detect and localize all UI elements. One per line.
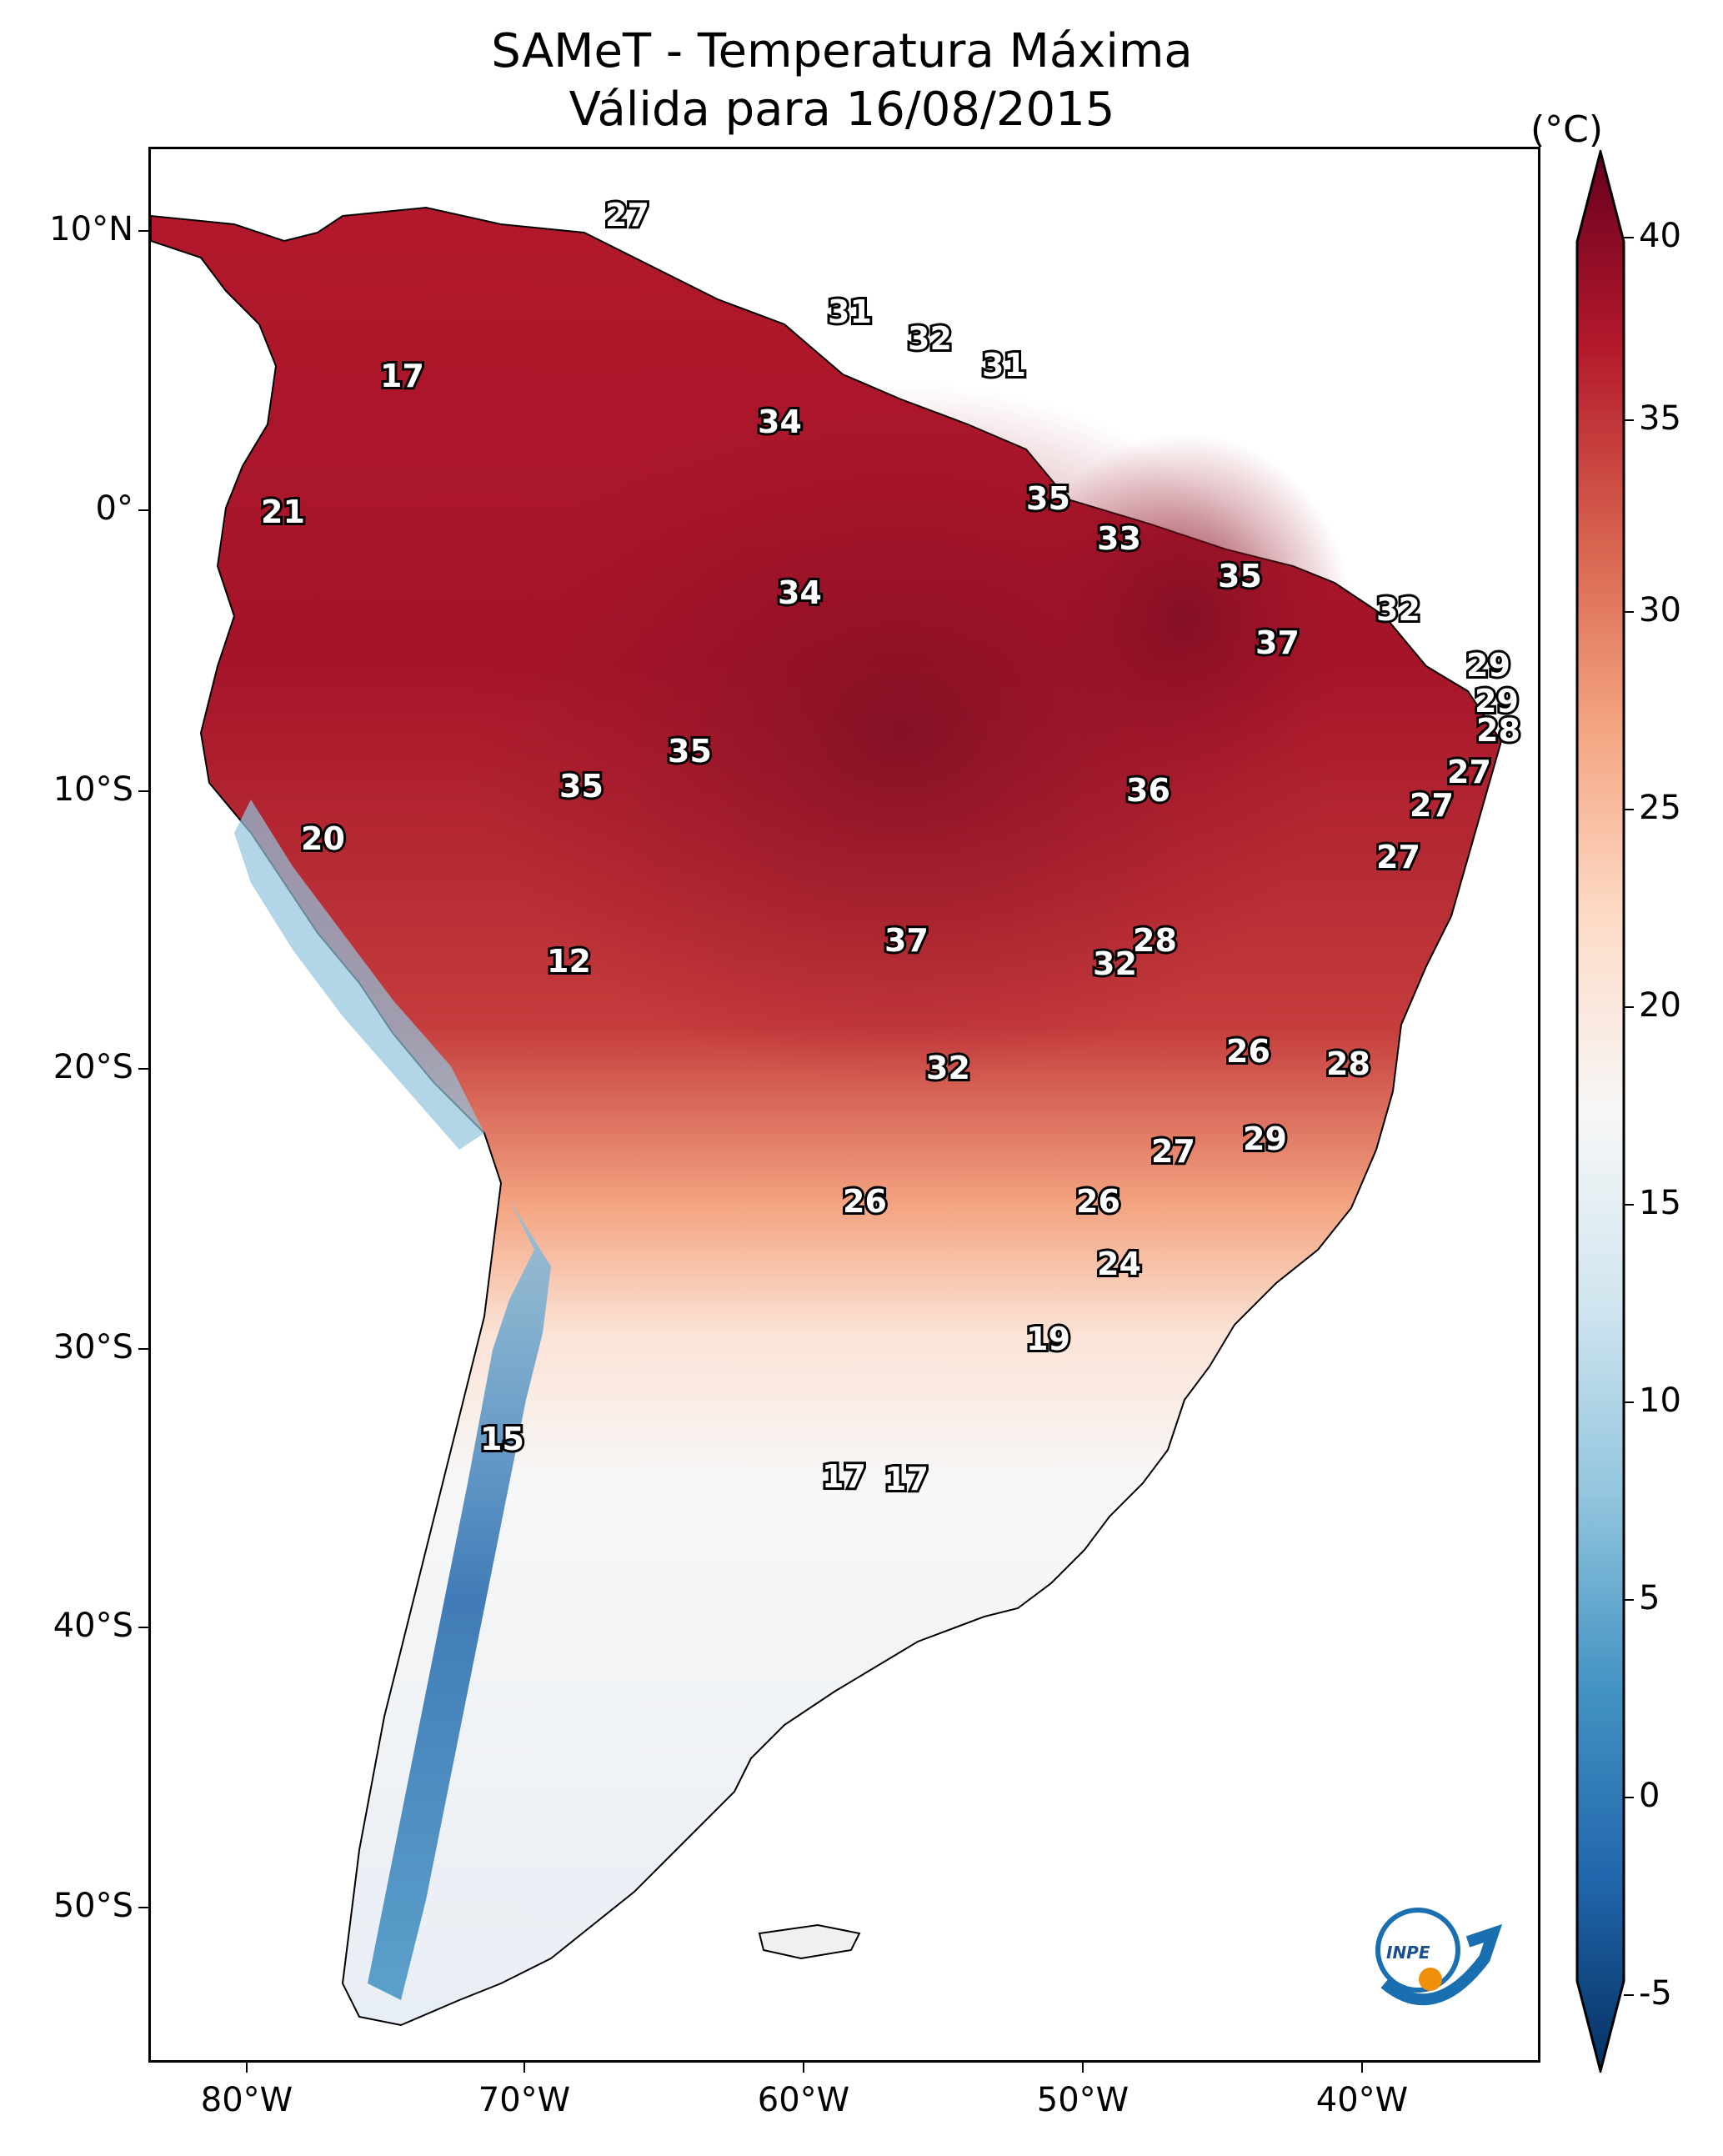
colorbar-tick <box>1624 1204 1634 1206</box>
lat-tick <box>138 1348 148 1350</box>
lon-tick <box>246 2063 248 2073</box>
svg-text:INPE: INPE <box>1386 1943 1430 1963</box>
colorbar-tick-label: -5 <box>1639 1974 1672 2013</box>
contour-label: 27 <box>605 197 649 233</box>
lat-tick <box>138 790 148 792</box>
contour-label: 27 <box>1410 787 1454 824</box>
lat-label: 10°N <box>49 210 133 248</box>
contour-label: 32 <box>908 320 952 357</box>
contour-label: 15 <box>480 1421 524 1457</box>
lon-label: 60°W <box>757 2081 850 2119</box>
contour-label: 27 <box>1447 754 1491 790</box>
colorbar-tick-label: 35 <box>1639 399 1681 438</box>
colorbar-tick-label: 30 <box>1639 591 1681 629</box>
map-area[interactable]: 27 31 32 31 17 34 21 35 33 35 34 32 37 2… <box>148 147 1540 2063</box>
colorbar-tick <box>1624 237 1634 238</box>
contour-label: 37 <box>1255 624 1300 661</box>
lon-tick <box>1082 2063 1084 2073</box>
lat-label: 10°S <box>53 770 133 809</box>
falkland-islands <box>758 1923 861 1960</box>
inpe-logo-icon: INPE <box>1375 1908 1503 2006</box>
hot-region-northeast <box>1018 433 1351 800</box>
contour-label: 28 <box>1133 922 1177 959</box>
lat-label: 30°S <box>53 1328 133 1366</box>
contour-labels: 27 31 32 31 17 34 21 35 33 35 34 32 37 2… <box>258 194 1523 1500</box>
contour-label: 36 <box>1126 772 1170 809</box>
peru-cold-band <box>234 800 484 1150</box>
contour-label: 17 <box>822 1458 866 1495</box>
lat-tick <box>138 1907 148 1908</box>
lat-label: 40°S <box>53 1607 133 1645</box>
colorbar-tick-label: 10 <box>1639 1381 1681 1420</box>
contour-label: 32 <box>1093 945 1137 982</box>
colorbar-tick <box>1624 419 1634 421</box>
contour-label: 17 <box>884 1461 929 1497</box>
colorbar <box>1575 150 1625 2073</box>
contour-label: 19 <box>1026 1321 1070 1357</box>
lat-tick <box>138 230 148 232</box>
contour-label: 33 <box>1097 520 1141 557</box>
colorbar-tick-label: 0 <box>1639 1777 1660 1815</box>
colorbar-tick <box>1624 611 1634 613</box>
contour-label: 27 <box>1376 839 1420 875</box>
lon-label: 70°W <box>478 2081 571 2119</box>
contour-label: 29 <box>1243 1121 1287 1157</box>
contour-label: 35 <box>668 733 712 770</box>
contour-label: 17 <box>380 358 424 394</box>
contour-label: 31 <box>828 293 872 330</box>
lat-tick <box>138 509 148 511</box>
lon-tick <box>1361 2063 1363 2073</box>
colorbar-tick-label: 5 <box>1639 1579 1660 1617</box>
contour-label: 35 <box>1026 480 1070 517</box>
colorbar-tick <box>1624 1797 1634 1798</box>
contour-label: 31 <box>982 347 1026 384</box>
lat-label: 50°S <box>53 1887 133 1925</box>
colorbar-unit: (°C) <box>1530 108 1604 151</box>
colorbar-tick-label: 40 <box>1639 217 1681 255</box>
colorbar-tick <box>1624 1599 1634 1601</box>
contour-label: 32 <box>1376 591 1420 628</box>
contour-label: 21 <box>261 494 305 530</box>
lat-label: 0° <box>95 489 133 528</box>
lon-label: 80°W <box>200 2081 293 2119</box>
colorbar-tick-label: 20 <box>1639 986 1681 1025</box>
contour-label: 29 <box>1475 683 1519 720</box>
colorbar-tick <box>1624 1994 1634 1996</box>
colorbar-tick <box>1624 809 1634 810</box>
contour-label: 26 <box>843 1183 887 1220</box>
contour-label: 29 <box>1466 647 1510 684</box>
contour-label: 34 <box>758 404 802 440</box>
contour-label: 24 <box>1097 1246 1141 1282</box>
contour-label: 28 <box>1476 712 1520 749</box>
temperature-map: 27 31 32 31 17 34 21 35 33 35 34 32 37 2… <box>151 194 1523 2027</box>
andes-cold-band <box>368 1200 551 2000</box>
contour-label: 26 <box>1076 1183 1120 1220</box>
contour-label: 26 <box>1226 1033 1270 1070</box>
contour-label: 27 <box>1151 1133 1195 1170</box>
contour-label: 37 <box>884 922 929 959</box>
contour-label: 35 <box>1218 558 1262 594</box>
contour-label: 32 <box>926 1050 970 1086</box>
lat-label: 20°S <box>53 1048 133 1086</box>
contour-label: 34 <box>778 574 822 611</box>
contour-label: 35 <box>559 768 604 805</box>
contour-label: 20 <box>301 820 345 857</box>
lon-tick <box>803 2063 804 2073</box>
colorbar-tick <box>1624 1401 1634 1403</box>
lon-label: 40°W <box>1315 2081 1409 2119</box>
contour-label: 12 <box>547 943 591 980</box>
contour-label: 28 <box>1326 1045 1370 1082</box>
colorbar-tick <box>1624 1006 1634 1008</box>
colorbar-tick-label: 15 <box>1639 1184 1681 1222</box>
lon-tick <box>523 2063 525 2073</box>
lat-tick <box>138 1068 148 1070</box>
lat-tick <box>138 1627 148 1628</box>
colorbar-tick-label: 25 <box>1639 789 1681 827</box>
map-subtitle: Válida para 16/08/2015 <box>568 83 1115 137</box>
lon-label: 50°W <box>1036 2081 1129 2119</box>
map-title: SAMeT - Temperatura Máxima <box>491 24 1193 78</box>
